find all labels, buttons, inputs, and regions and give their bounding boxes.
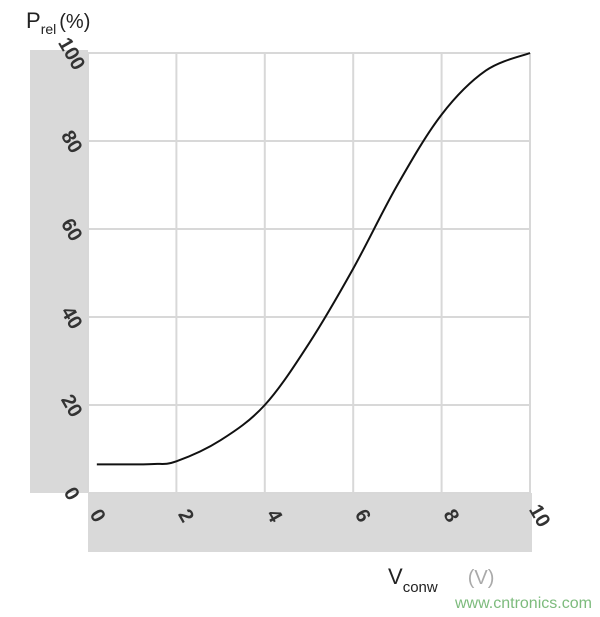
y-axis-band — [30, 50, 88, 493]
y-axis-label: Prel (%) — [26, 8, 90, 37]
grid — [87, 52, 531, 494]
x-axis-label: Vconw (V) — [388, 564, 494, 596]
x-axis-band — [88, 493, 532, 552]
watermark: www.cntronics.com — [454, 595, 592, 612]
series-line — [96, 52, 531, 466]
